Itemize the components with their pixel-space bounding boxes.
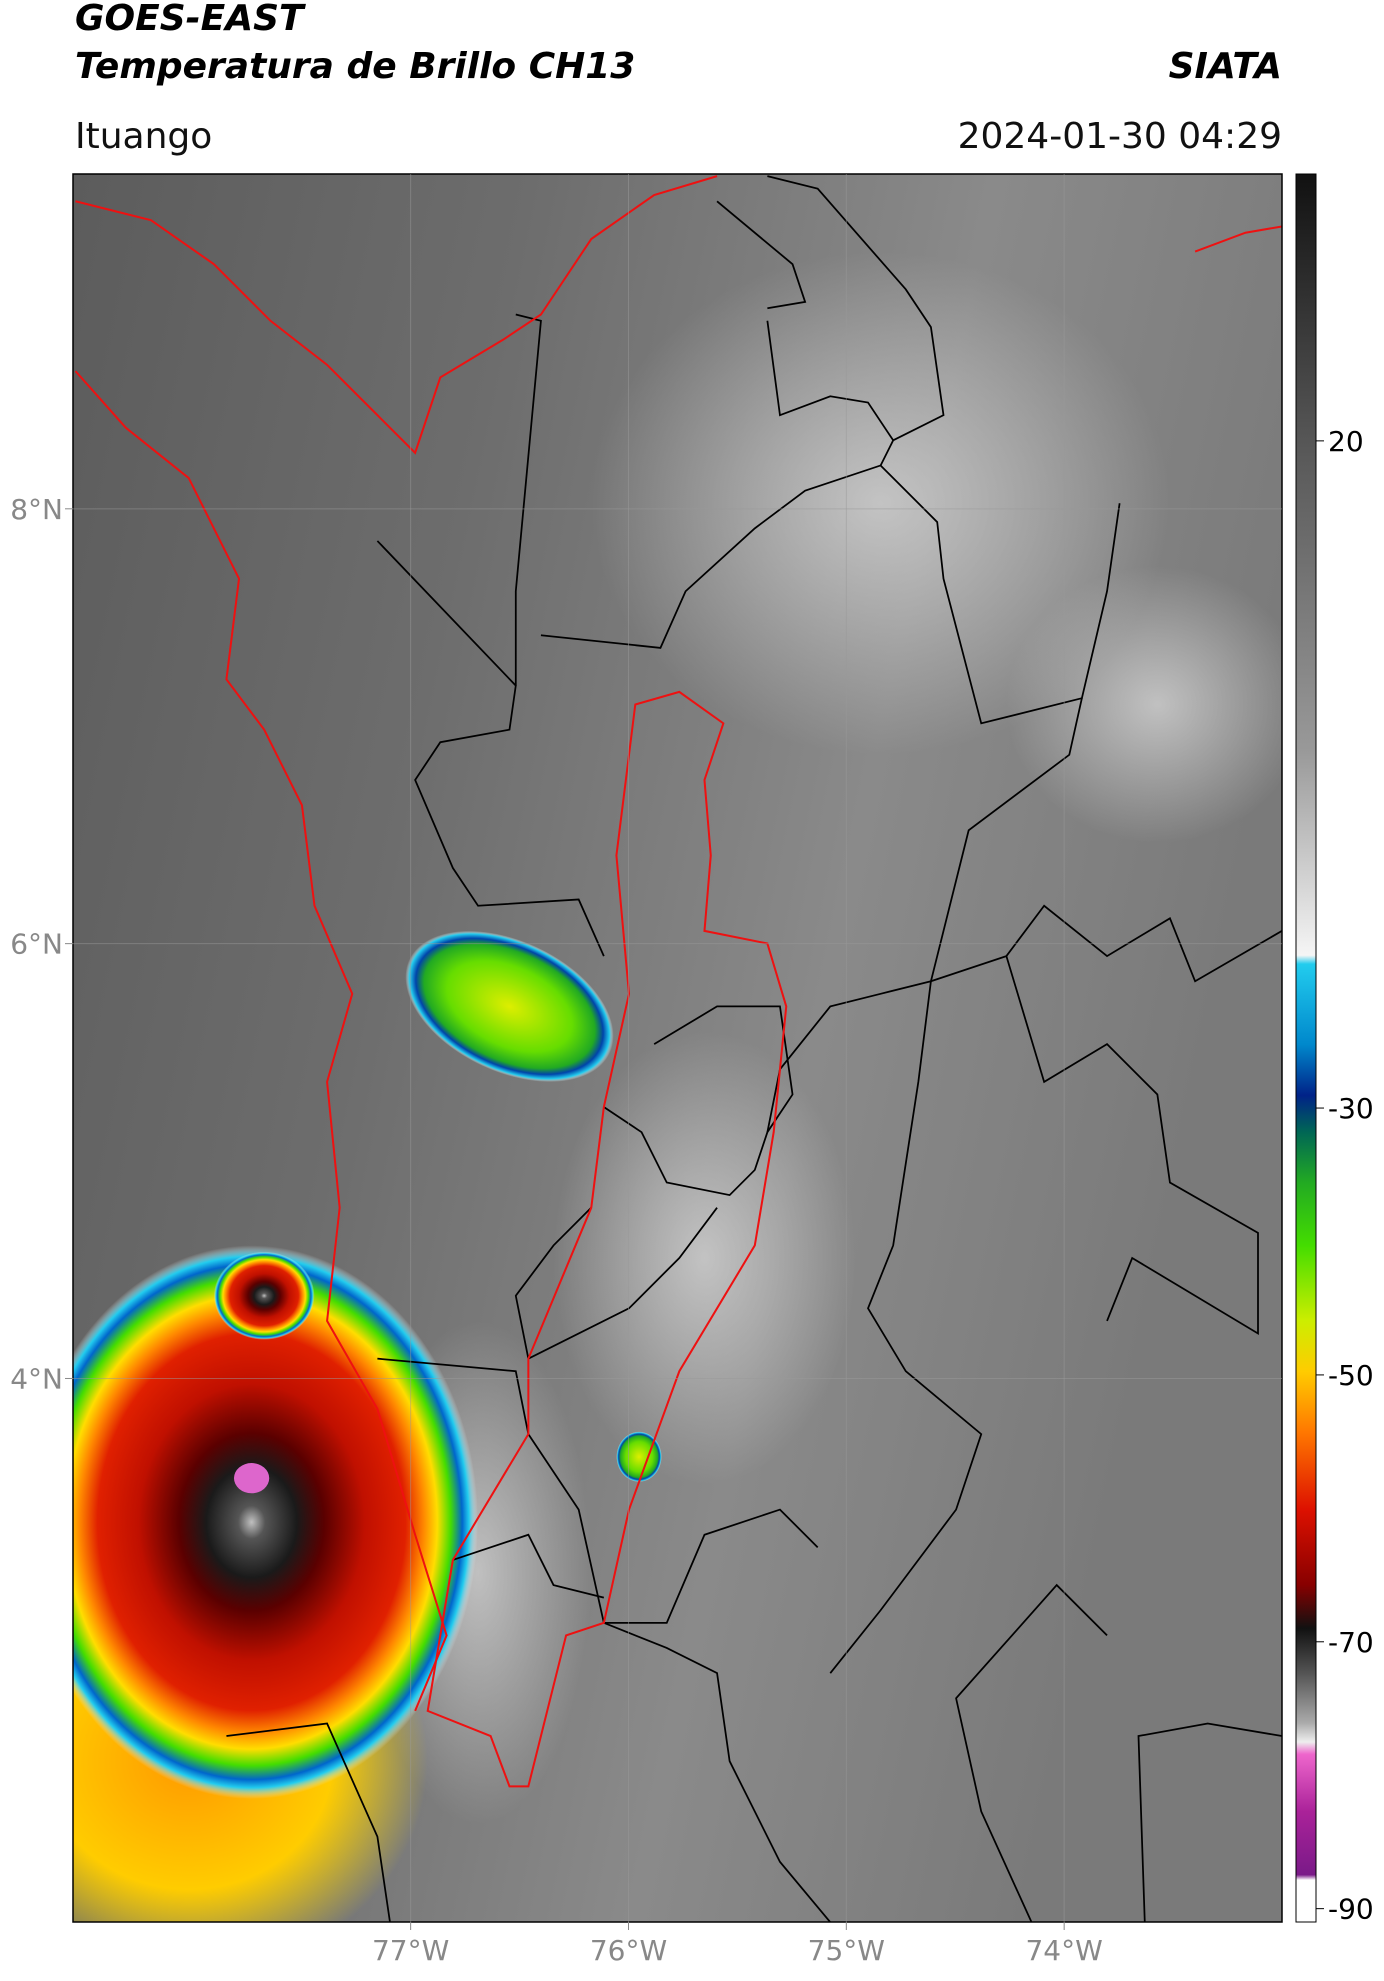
x-tick-label: 75°W: [808, 1934, 885, 1967]
source: SIATA: [1169, 46, 1282, 87]
datetime: 2024-01-30 04:29: [958, 116, 1282, 157]
title: GOES-EAST: [75, 0, 306, 39]
y-tick-label: 4°N: [10, 1362, 63, 1395]
satellite-image: [73, 174, 1282, 1922]
colorbar-tick-label: -50: [1328, 1359, 1374, 1392]
location: Ituango: [75, 116, 212, 157]
x-tick-label: 77°W: [372, 1934, 449, 1967]
subtitle: Temperatura de Brillo CH13: [75, 46, 635, 87]
y-tick-label: 6°N: [10, 928, 63, 961]
y-tick-label: 8°N: [10, 493, 63, 526]
colorbar: [1295, 173, 1317, 1923]
map-frame: [72, 173, 1283, 1923]
colorbar-tick-label: -30: [1328, 1092, 1374, 1125]
colorbar-tick-label: 20: [1328, 425, 1364, 458]
colorbar-tick-label: -90: [1328, 1893, 1374, 1926]
x-tick-label: 76°W: [590, 1934, 667, 1967]
colorbar-tick-label: -70: [1328, 1626, 1374, 1659]
x-tick-label: 74°W: [1025, 1934, 1102, 1967]
